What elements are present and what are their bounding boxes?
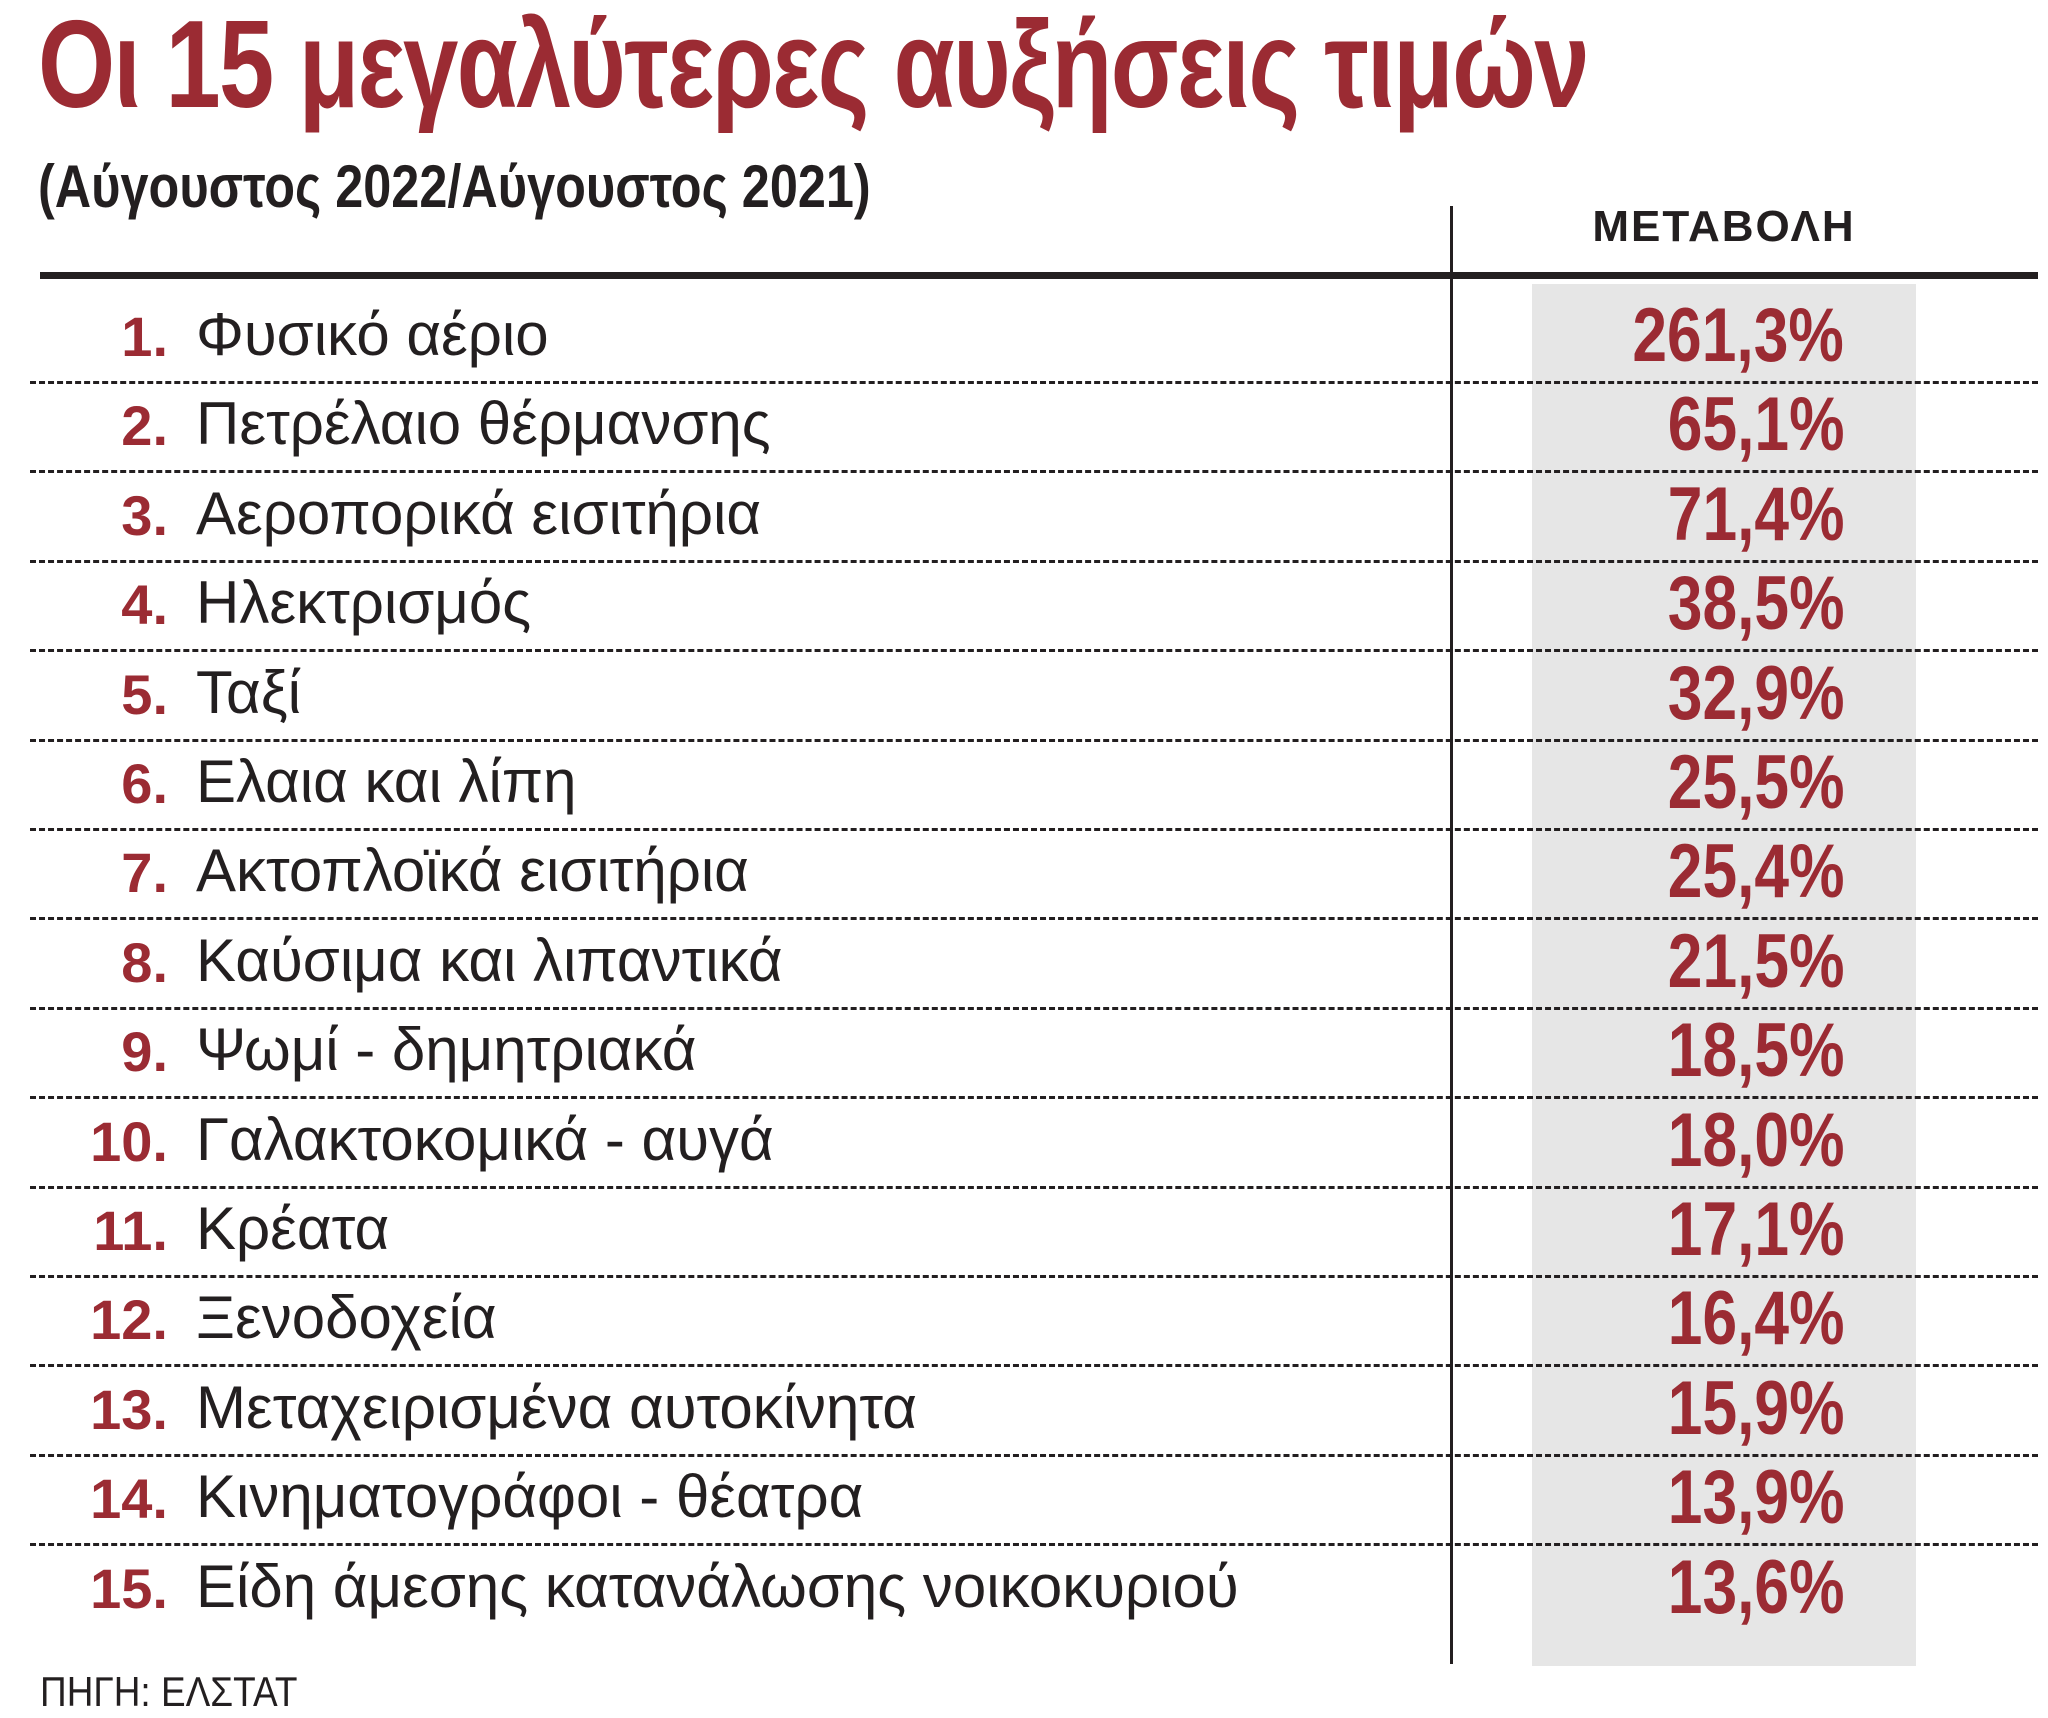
row-rank: 13. [90,1377,168,1441]
table-row: 13. Μεταχειρισμένα αυτοκίνητα 15,9% [0,1366,2048,1459]
row-rank: 11. [93,1199,168,1262]
table-row: 6. Ελαια και λίπη 25,5% [0,740,2048,833]
row-label: Ξενοδοχεία [196,1284,497,1352]
row-value: 21,5% [1667,918,1844,1004]
row-label: Αεροπορικά εισιτήρια [196,479,762,547]
row-rank: 10. [90,1109,168,1173]
row-separator [30,1185,2038,1189]
row-rank: 15. [90,1556,168,1620]
row-rank: 3. [121,483,168,547]
row-rank: 1. [121,305,168,368]
row-separator [30,828,2038,831]
chart-title: Οι 15 μεγαλύτερες αυξήσεις τιμών [38,0,1590,134]
row-value: 15,9% [1667,1365,1844,1451]
table-row: 10. Γαλακτοκομικά - αυγά 18,0% [0,1098,2048,1191]
row-separator [30,470,2038,474]
row-value: 17,1% [1667,1187,1844,1272]
row-separator [30,1453,2038,1457]
row-value: 25,4% [1667,829,1844,915]
row-label: Ταξί [196,658,301,726]
row-separator [30,1543,2038,1547]
table-row: 9. Ψωμί - δημητριακά 18,5% [0,1008,2048,1101]
header-rule [40,272,2038,279]
row-label: Ψωμί - δημητριακά [196,1016,697,1084]
row-rank: 9. [121,1020,168,1084]
table-row: 15. Είδη άμεσης κατανάλωσης νοικοκυριού 13… [0,1545,2048,1638]
table-row: 12. Ξενοδοχεία 16,4% [0,1276,2048,1369]
row-separator [30,1006,2038,1010]
row-value: 71,4% [1667,471,1844,557]
row-label: Ακτοπλοϊκά εισιτήρια [196,837,749,905]
row-rank: 2. [121,394,168,458]
row-value: 18,5% [1667,1008,1844,1094]
row-separator [30,1096,2038,1100]
row-label: Ελαια και λίπη [196,748,577,815]
row-label: Είδη άμεσης κατανάλωσης νοικοκυριού [196,1552,1239,1620]
row-rank: 7. [121,841,168,905]
table-row: 14. Κινηματογράφοι - θέατρα 13,9% [0,1455,2048,1548]
row-rank: 6. [121,752,168,815]
table-row: 7. Ακτοπλοϊκά εισιτήρια 25,4% [0,829,2048,922]
row-label: Γαλακτοκομικά - αυγά [196,1105,774,1173]
source-note: ΠΗΓΗ: ΕΛΣΤΑΤ [40,1668,298,1715]
row-label: Πετρέλαιο θέρμανσης [196,390,771,458]
column-header: ΜΕΤΑΒΟΛΗ [1592,202,1856,251]
table-row: 11. Κρέατα 17,1% [0,1187,2048,1280]
table-row: 8. Καύσιμα και λιπαντικά 21,5% [0,919,2048,1012]
table-row: 5. Ταξί 32,9% [0,651,2048,744]
row-value: 16,4% [1667,1276,1844,1362]
row-rank: 12. [90,1288,168,1352]
row-separator [30,381,2038,384]
row-separator [30,559,2038,563]
row-rank: 4. [121,573,168,637]
row-value: 65,1% [1667,382,1844,468]
row-separator [30,649,2038,653]
value-column-background [1532,284,1916,1666]
row-separator [30,1275,2038,1278]
row-separator [30,738,2038,742]
table-row: 3. Αεροπορικά εισιτήρια 71,4% [0,472,2048,565]
row-rank: 8. [121,930,168,994]
row-label: Ηλεκτρισμός [196,569,532,637]
row-value: 13,6% [1667,1544,1844,1630]
column-divider [1450,206,1453,1664]
row-label: Κινηματογράφοι - θέατρα [196,1463,864,1531]
row-value: 38,5% [1667,561,1844,647]
row-separator [30,1364,2038,1368]
row-separator [30,917,2038,921]
table-row: 4. Ηλεκτρισμός 38,5% [0,561,2048,654]
row-rank: 5. [121,662,168,726]
row-value: 32,9% [1667,650,1844,736]
row-value: 18,0% [1667,1097,1844,1183]
chart-subtitle: (Αύγουστος 2022/Αύγουστος 2021) [38,153,871,220]
row-value: 13,9% [1667,1455,1844,1541]
table-row: 1. Φυσικό αέριο 261,3% [0,293,2048,386]
table-row: 2. Πετρέλαιο θέρμανσης 65,1% [0,382,2048,475]
row-value: 261,3% [1632,293,1844,378]
row-value: 25,5% [1667,740,1844,825]
row-rank: 14. [90,1467,168,1531]
row-label: Καύσιμα και λιπαντικά [196,926,783,994]
row-label: Φυσικό αέριο [196,301,549,368]
row-label: Κρέατα [196,1195,390,1262]
row-label: Μεταχειρισμένα αυτοκίνητα [196,1373,917,1441]
